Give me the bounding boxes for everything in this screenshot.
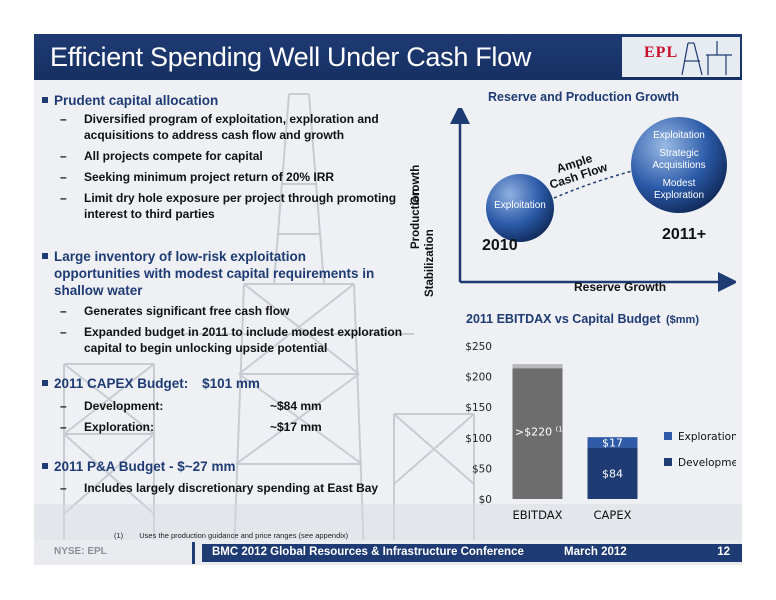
- sub-bullet: – Expanded budget in 2011 to include mode…: [60, 325, 403, 355]
- x-tick-label: CAPEX: [594, 508, 632, 522]
- sub-bullet: – Diversified program of exploitation, ex…: [60, 112, 379, 142]
- legend-label-development: Development: [678, 457, 736, 469]
- circle-2011-labels: Exploitation Strategic Acquisitions Mode…: [652, 130, 706, 201]
- bar-development-capex: [587, 447, 638, 499]
- sub-bullet: – Includes largely discretionary spending…: [60, 481, 379, 495]
- epl-rig-logo-icon: [622, 37, 740, 77]
- sub-bullet-exploration: – Exploration: ~$17 mm: [60, 420, 322, 434]
- y-tick-label: $0: [479, 494, 492, 506]
- sub-bullet: – Seeking minimum project return of 20% I…: [60, 170, 335, 184]
- conference-name: BMC 2012 Global Resources & Infrastructu…: [212, 546, 524, 558]
- circle-2010-label: Exploitation: [494, 200, 546, 211]
- y-tick-label: $250: [465, 341, 492, 353]
- y-tick-label: $150: [465, 402, 492, 414]
- legend-label-exploration: Exploration: [678, 431, 736, 443]
- year-2010-label: 2010: [482, 237, 518, 254]
- bullet-pa-budget: 2011 P&A Budget - $~27 mm: [42, 458, 394, 475]
- sub-bullet: – Limit dry hole exposure per project thr…: [60, 191, 397, 221]
- footer-divider: [192, 542, 195, 564]
- diagram-title: Reserve and Production Growth: [488, 90, 680, 104]
- sub-bullet: – All projects compete for capital: [60, 149, 263, 163]
- y-axis-label-growth: Growth: [410, 164, 422, 205]
- footnote: (1) Uses the production guidance and pri…: [114, 531, 349, 540]
- bar-label-ebitdax: >$220: [515, 426, 552, 439]
- slide-title: Efficient Spending Well Under Cash Flow: [50, 42, 532, 72]
- bar-ebitdax: [512, 364, 563, 499]
- footer-date: March 2012: [564, 546, 627, 558]
- epl-logo-text: EPL: [644, 44, 679, 61]
- y-tick-label: $100: [465, 433, 492, 445]
- footer: NYSE: EPL BMC 2012 Global Resources & In…: [34, 540, 742, 565]
- bar-chart: $0 $50 $100 $150 $200 $250 EBITDAX CAPEX >$220 (…: [465, 341, 736, 522]
- year-2011-label: 2011+: [662, 226, 707, 243]
- y-axis-label-stabilization: Stabilization: [424, 229, 436, 297]
- title-bar: Efficient Spending Well Under Cash Flow …: [34, 34, 742, 80]
- y-tick-label: $200: [465, 372, 492, 384]
- bullet-large-inventory: Large inventory of low-risk exploitation…: [42, 248, 394, 299]
- bar-ebitdax-cap: [512, 364, 563, 369]
- bar-exploration-capex: [587, 437, 638, 448]
- slide: Efficient Spending Well Under Cash Flow …: [34, 34, 742, 565]
- ticker-label: NYSE: EPL: [54, 546, 107, 557]
- y-tick-label: $50: [472, 463, 492, 475]
- circle-2010: [486, 174, 554, 242]
- sub-bullet: – Generates significant free cash flow: [60, 304, 290, 318]
- legend-swatch-exploration: [664, 432, 672, 440]
- bar-label-development: $84: [602, 467, 623, 480]
- x-axis-label: Reserve Growth: [574, 280, 667, 294]
- legend-swatch-development: [664, 458, 672, 466]
- page-number: 12: [717, 546, 730, 558]
- x-tick-label: EBITDAX: [513, 508, 563, 522]
- oil-rig-background: [34, 34, 742, 565]
- bullet-prudent-capital: Prudent capital allocation: [42, 92, 384, 109]
- bullet-capex-budget: 2011 CAPEX Budget: $101 mm: [42, 375, 394, 392]
- chart-title: 2011 EBITDAX vs Capital Budget ($mm): [466, 312, 700, 326]
- sub-bullet-development: – Development: ~$84 mm: [60, 399, 322, 413]
- circle-2011: [631, 117, 727, 213]
- bar-label-exploration: $17: [602, 436, 623, 449]
- growth-diagram: [450, 108, 736, 292]
- bar-label-ebitdax-footnote: (1): [556, 426, 566, 434]
- footer-bar: BMC 2012 Global Resources & Infrastructu…: [202, 544, 742, 562]
